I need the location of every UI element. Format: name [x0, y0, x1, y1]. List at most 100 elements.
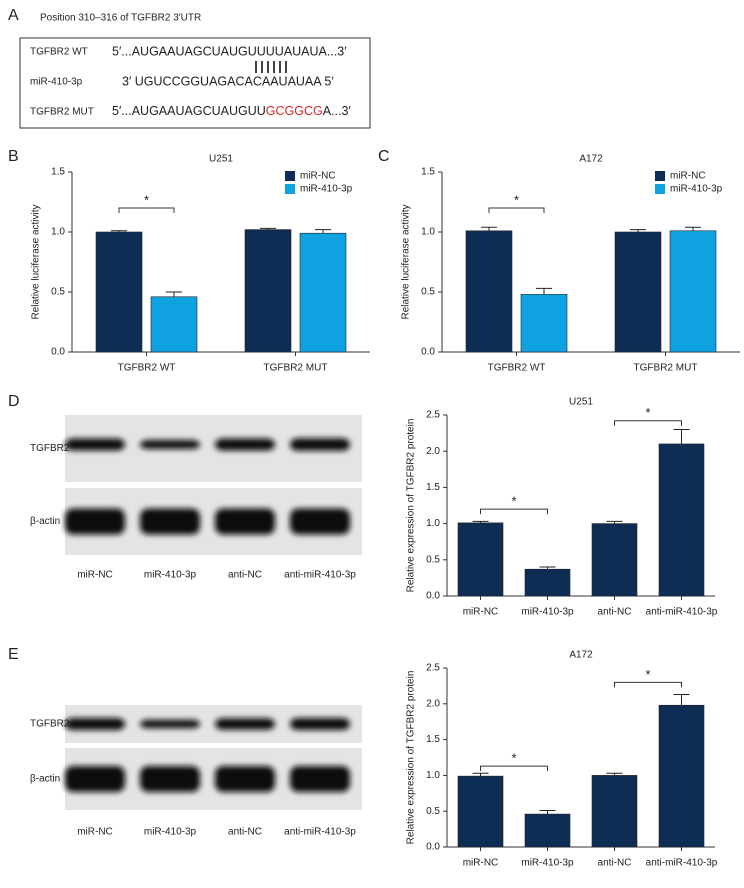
legend-swatch [655, 184, 665, 194]
panel-label: D [8, 393, 20, 410]
blot-band [65, 766, 125, 792]
blot-row-label: β-actin [30, 516, 60, 527]
x-tick-label: TGFBR2 WT [118, 363, 176, 374]
y-tick-label: 1.5 [426, 482, 440, 493]
x-tick-label: anti-NC [598, 858, 632, 869]
blot-row-label: β-actin [30, 774, 60, 785]
blot-band [65, 508, 125, 535]
lane-label: anti-NC [228, 827, 262, 838]
y-tick-label: 0.0 [51, 347, 65, 358]
chart-title: A172 [579, 154, 603, 165]
lane-label: anti-miR-410-3p [284, 827, 356, 838]
sequence-part: GCGGCG [266, 104, 323, 118]
error-bar [673, 428, 690, 444]
legend-swatch [285, 171, 295, 181]
blot-band [140, 440, 200, 449]
significance-label: * [514, 192, 519, 207]
y-tick-label: 2.0 [426, 698, 440, 709]
error-bar [539, 566, 556, 570]
bar [524, 568, 571, 597]
significance-label: * [511, 494, 516, 509]
y-tick-label: 2.5 [426, 410, 440, 421]
bar [299, 232, 347, 353]
error-bar [539, 809, 556, 815]
blot-band [140, 719, 200, 729]
blot-band [65, 718, 125, 730]
bar [457, 522, 504, 597]
y-axis-label: Relative luciferase activity [31, 204, 42, 319]
legend-swatch [285, 184, 295, 194]
blot-band [290, 718, 350, 730]
y-axis-label: Relative luciferase activity [401, 204, 412, 319]
error-bar [606, 520, 623, 524]
significance-label: * [511, 751, 516, 766]
bar [244, 229, 292, 353]
lane-label: miR-NC [77, 827, 113, 838]
blot-band [290, 508, 350, 535]
bar [591, 775, 638, 848]
bar [614, 231, 662, 353]
sequence-part: A...3′ [323, 104, 352, 118]
x-tick-label: miR-410-3p [521, 607, 574, 618]
legend-label: miR-410-3p [300, 184, 353, 195]
significance-bracket [614, 681, 682, 688]
bar [520, 294, 568, 353]
y-tick-label: 1.0 [421, 227, 435, 238]
significance-bracket [118, 207, 175, 213]
significance-bracket [480, 765, 548, 772]
x-tick-label: anti-miR-410-3p [646, 858, 718, 869]
bar [524, 813, 571, 848]
y-tick-label: 0.5 [51, 287, 65, 298]
row-label: TGFBR2 WT [30, 47, 88, 58]
bar [465, 230, 513, 353]
panel-label: E [8, 646, 19, 663]
lane-label: miR-NC [77, 570, 113, 581]
bar [95, 231, 143, 353]
y-tick-label: 0.0 [421, 347, 435, 358]
error-bar [685, 226, 701, 231]
blot-band [140, 766, 200, 792]
legend-label: miR-NC [300, 171, 336, 182]
panel-label: C [378, 148, 390, 165]
panel-label: B [8, 148, 19, 165]
y-axis-label: Relative expression of TGFBR2 protein [406, 419, 417, 593]
blot-band [290, 438, 350, 451]
x-tick-label: miR-NC [463, 858, 499, 869]
blot-row-label: TGFBR2 [30, 719, 70, 730]
y-tick-label: 0.5 [426, 554, 440, 565]
y-tick-label: 0.5 [421, 287, 435, 298]
lane-label: anti-miR-410-3p [284, 570, 356, 581]
y-tick-label: 0.0 [426, 591, 440, 602]
sequence-box [19, 37, 371, 129]
y-tick-label: 1.5 [51, 167, 65, 178]
sequence: 5′...AUGAAUAGCUAUGUUGCGGCGA...3′ [112, 104, 351, 118]
x-tick-label: anti-NC [598, 607, 632, 618]
lane-label: miR-410-3p [144, 827, 197, 838]
x-tick-label: TGFBR2 MUT [264, 363, 328, 374]
error-bar [315, 229, 331, 234]
significance-label: * [645, 405, 650, 420]
sequence-title: Position 310–316 of TGFBR2 3′UTR [40, 13, 201, 24]
error-bar [260, 227, 276, 230]
sequence-part: 5′...AUGAAUAGCUAUGUU [112, 104, 266, 118]
x-tick-label: anti-miR-410-3p [646, 607, 718, 618]
chart-title: A172 [569, 650, 593, 661]
bar [658, 443, 705, 597]
x-tick-label: miR-410-3p [521, 858, 574, 869]
error-bar [536, 287, 552, 295]
y-tick-label: 2.0 [426, 446, 440, 457]
sequence: 3′ UGUCCGGUAGACACAAUAUAA 5′ [122, 74, 334, 88]
error-bar [481, 226, 497, 231]
bar [591, 523, 638, 597]
significance-bracket [480, 508, 548, 515]
y-tick-label: 1.0 [426, 518, 440, 529]
error-bar [472, 772, 489, 777]
y-tick-label: 1.0 [51, 227, 65, 238]
x-tick-label: TGFBR2 MUT [634, 363, 698, 374]
y-tick-label: 1.5 [421, 167, 435, 178]
legend-swatch [655, 171, 665, 181]
blot-band [215, 438, 275, 451]
bar [669, 230, 717, 353]
legend-label: miR-410-3p [670, 184, 723, 195]
